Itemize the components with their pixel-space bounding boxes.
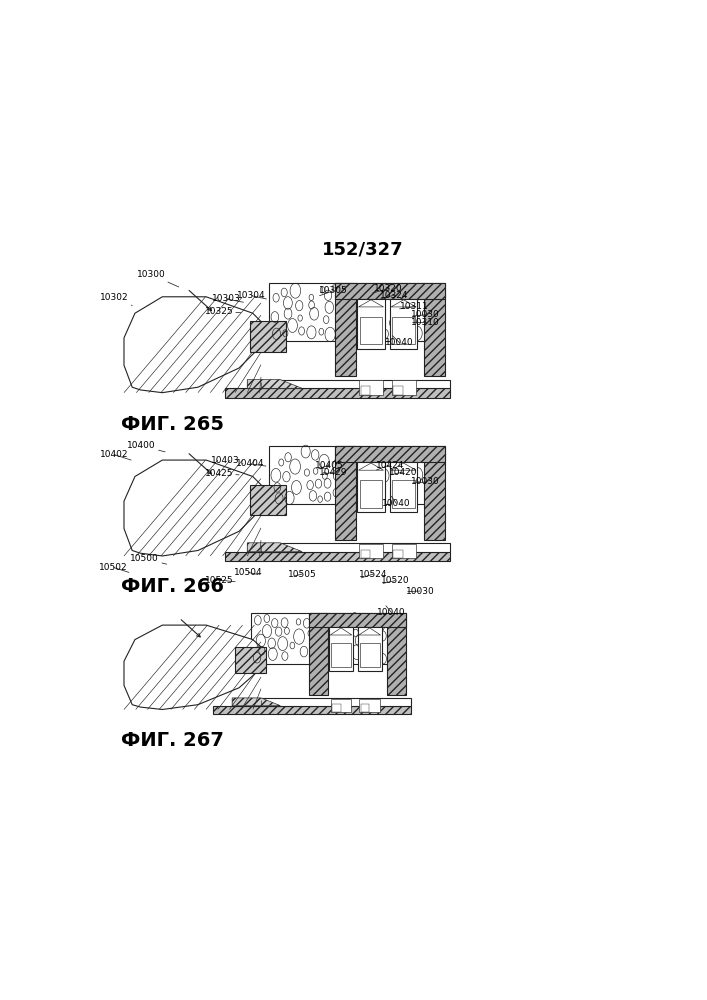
Polygon shape xyxy=(358,300,383,307)
Bar xyxy=(359,544,383,558)
Text: 10320: 10320 xyxy=(373,284,403,293)
Text: 10525: 10525 xyxy=(204,576,235,585)
Bar xyxy=(361,386,370,395)
Polygon shape xyxy=(247,380,302,388)
Text: 10040: 10040 xyxy=(382,496,411,508)
Polygon shape xyxy=(269,446,426,504)
Text: 10520: 10520 xyxy=(381,576,409,585)
Polygon shape xyxy=(309,613,327,695)
Text: 10524: 10524 xyxy=(359,570,387,579)
Polygon shape xyxy=(247,543,302,552)
Bar xyxy=(359,380,383,395)
Polygon shape xyxy=(423,283,445,376)
Bar xyxy=(359,699,380,712)
Polygon shape xyxy=(252,613,389,664)
Polygon shape xyxy=(330,628,352,635)
Polygon shape xyxy=(232,698,281,706)
Text: 10420: 10420 xyxy=(389,468,417,477)
Text: 10502: 10502 xyxy=(99,563,129,572)
Text: 10504: 10504 xyxy=(234,568,263,577)
Text: ФИГ. 267: ФИГ. 267 xyxy=(122,731,224,750)
Bar xyxy=(358,299,385,349)
Bar xyxy=(247,380,450,388)
Polygon shape xyxy=(391,300,416,307)
Bar xyxy=(232,698,411,706)
Text: 10303: 10303 xyxy=(212,294,243,303)
Text: 10311: 10311 xyxy=(399,302,428,311)
Bar xyxy=(331,699,351,712)
Text: 10500: 10500 xyxy=(130,554,167,564)
Bar xyxy=(390,299,417,349)
Text: 10429: 10429 xyxy=(319,468,348,477)
Text: 10304: 10304 xyxy=(238,291,267,300)
Polygon shape xyxy=(250,485,286,515)
Polygon shape xyxy=(309,613,406,627)
Bar xyxy=(360,480,382,508)
Text: 10325: 10325 xyxy=(204,307,240,316)
Bar xyxy=(392,544,416,558)
Polygon shape xyxy=(391,463,416,470)
Polygon shape xyxy=(359,628,380,635)
Polygon shape xyxy=(387,613,406,695)
Bar xyxy=(360,317,382,344)
Text: 10404: 10404 xyxy=(236,459,266,468)
Polygon shape xyxy=(250,321,286,352)
Polygon shape xyxy=(335,446,445,462)
Bar xyxy=(226,552,450,561)
Bar xyxy=(392,380,416,395)
Text: ФИГ. 266: ФИГ. 266 xyxy=(122,577,224,596)
Polygon shape xyxy=(235,647,266,673)
Bar xyxy=(329,627,353,671)
Bar xyxy=(213,706,411,714)
Bar xyxy=(360,643,380,667)
Text: 10030: 10030 xyxy=(411,310,440,319)
Text: 10425: 10425 xyxy=(204,469,239,478)
Bar xyxy=(393,550,403,558)
Text: 10310: 10310 xyxy=(411,318,440,327)
Text: 10400: 10400 xyxy=(127,441,165,452)
Text: 10040: 10040 xyxy=(377,606,406,617)
Polygon shape xyxy=(124,460,264,556)
Text: 10402: 10402 xyxy=(100,450,131,460)
Bar xyxy=(332,704,341,712)
Polygon shape xyxy=(335,283,445,299)
Polygon shape xyxy=(269,283,426,341)
Text: 10305: 10305 xyxy=(319,286,348,296)
Bar xyxy=(390,462,417,512)
Polygon shape xyxy=(335,283,356,376)
Text: 10030: 10030 xyxy=(411,477,440,486)
Text: 10403: 10403 xyxy=(211,456,243,465)
Text: 10505: 10505 xyxy=(288,570,317,579)
Polygon shape xyxy=(124,625,264,709)
Bar xyxy=(393,386,403,395)
Bar xyxy=(247,543,450,552)
Text: 10030: 10030 xyxy=(406,587,434,596)
Bar xyxy=(392,317,415,344)
Polygon shape xyxy=(335,446,356,540)
Text: 10300: 10300 xyxy=(137,270,179,287)
Text: ФИГ. 265: ФИГ. 265 xyxy=(122,415,224,434)
Bar xyxy=(361,704,369,712)
Bar xyxy=(331,643,351,667)
Text: 10424: 10424 xyxy=(375,461,404,470)
Polygon shape xyxy=(124,297,264,393)
Polygon shape xyxy=(358,463,383,470)
Text: 10405: 10405 xyxy=(315,461,344,470)
Text: 152/327: 152/327 xyxy=(322,240,403,258)
Polygon shape xyxy=(423,446,445,540)
Text: 10040: 10040 xyxy=(385,336,414,347)
Bar xyxy=(361,550,370,558)
Bar xyxy=(392,480,415,508)
Text: 10324: 10324 xyxy=(380,291,409,300)
Bar xyxy=(358,462,385,512)
Text: 10302: 10302 xyxy=(100,293,132,306)
Bar xyxy=(358,627,382,671)
Bar xyxy=(226,388,450,398)
